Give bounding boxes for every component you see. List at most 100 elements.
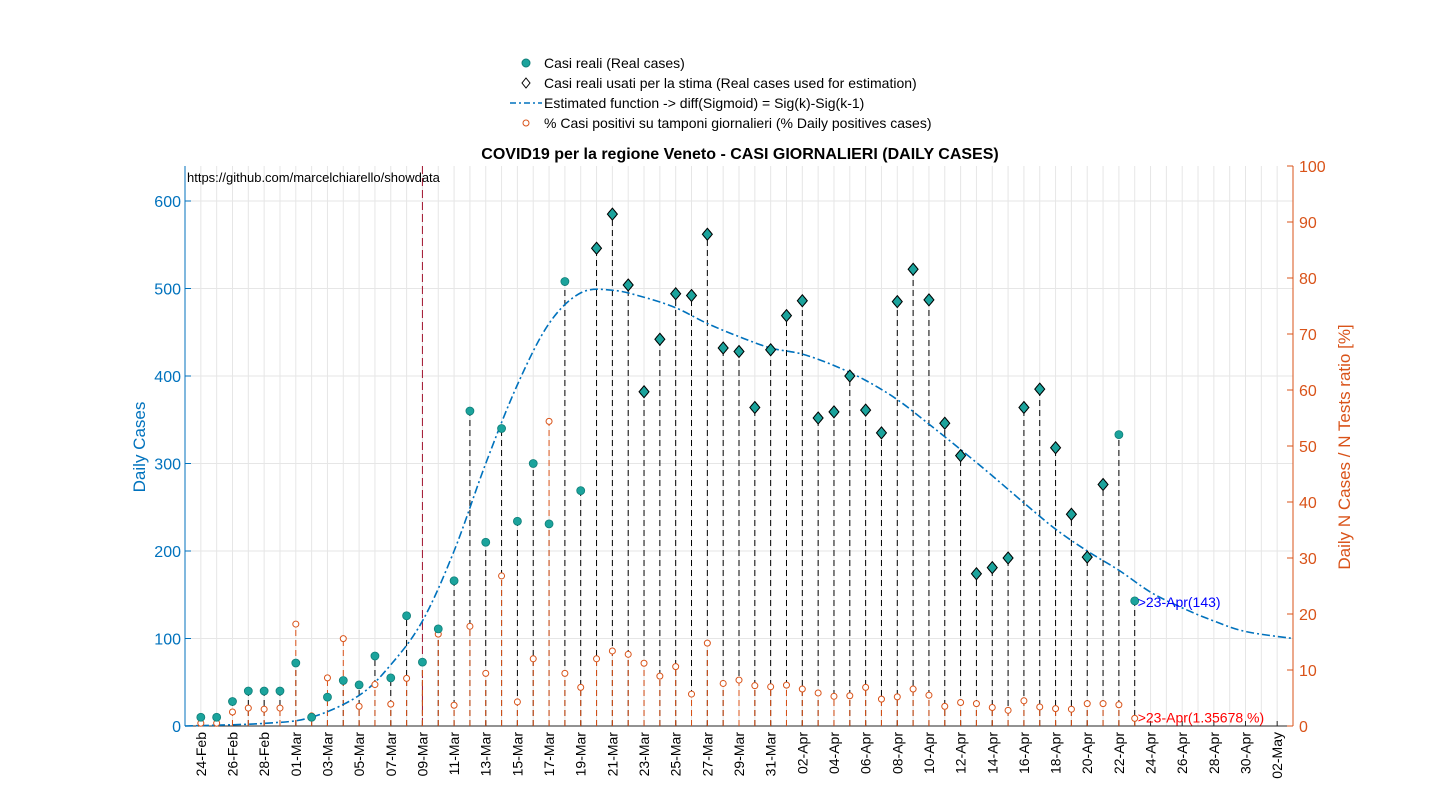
used-case-point <box>622 278 634 292</box>
ratio-point <box>972 700 980 708</box>
case-point <box>402 611 412 621</box>
ratio-point <box>1052 705 1060 713</box>
ratio-point <box>355 702 363 710</box>
legend: Casi reali (Real cases) Casi reali usati … <box>510 55 931 131</box>
case-point <box>196 712 206 722</box>
used-case-point <box>685 288 698 303</box>
used-case-point <box>939 416 951 431</box>
case-point <box>338 676 348 685</box>
used-case-point <box>654 332 666 347</box>
case-point <box>418 657 427 667</box>
ratio-point <box>1020 697 1028 705</box>
used-case-point <box>844 369 856 383</box>
used-case-point <box>859 403 872 417</box>
ratio-point <box>292 620 300 628</box>
x-tick-label: 22-Apr <box>1111 732 1127 774</box>
case-point <box>323 692 332 702</box>
ratio-point <box>877 695 885 703</box>
ratio-point <box>323 674 331 682</box>
case-point <box>465 406 475 416</box>
used-case-point <box>986 560 998 575</box>
used-case-point <box>796 293 808 308</box>
legend-label: % Casi positivi su tamponi giornalieri (… <box>544 115 931 131</box>
ratio-point <box>798 685 806 693</box>
x-tick-label: 07-Mar <box>383 732 399 777</box>
ratio-point <box>862 683 870 691</box>
ratio-point <box>482 669 490 677</box>
ratio-point <box>957 698 965 706</box>
x-tick-label: 13-Mar <box>478 732 494 777</box>
x-tick-label: 05-Mar <box>351 732 367 777</box>
ratio-point <box>1083 700 1091 708</box>
ratio-point <box>260 705 268 713</box>
used-case-point <box>638 384 650 399</box>
ratio-point <box>751 682 759 690</box>
ratio-point <box>624 650 632 658</box>
x-tick-label: 14-Apr <box>984 732 1000 774</box>
x-tick-label: 26-Feb <box>224 732 240 777</box>
used-case-point <box>875 426 888 440</box>
y-tick-label-left: 100 <box>154 632 181 649</box>
used-case-point <box>1081 550 1093 564</box>
case-point <box>576 486 586 496</box>
y-tick-label-right: 60 <box>1299 383 1317 400</box>
legend-marker-ratio <box>522 119 530 127</box>
case-point <box>307 712 317 722</box>
x-tick-label: 17-Mar <box>541 732 557 777</box>
ratio-point <box>1067 705 1075 713</box>
x-tick-label: 09-Mar <box>414 732 430 777</box>
used-case-point <box>670 286 682 301</box>
used-case-point <box>701 227 713 242</box>
ratio-point <box>513 698 521 706</box>
used-case-point <box>812 411 824 425</box>
y-tick-label-left: 500 <box>154 282 181 299</box>
used-case-point <box>765 342 777 357</box>
ratio-point <box>830 692 838 700</box>
case-point <box>497 424 506 433</box>
x-tick-label: 28-Feb <box>256 732 272 777</box>
y-tick-label-left: 200 <box>154 544 181 561</box>
y-tick-label-right: 50 <box>1299 439 1317 456</box>
case-point <box>433 624 443 634</box>
ratio-point <box>656 672 664 680</box>
x-tick-label: 29-Mar <box>731 732 747 777</box>
x-tick-label: 31-Mar <box>763 732 779 777</box>
ratio-point <box>577 683 585 691</box>
ratio-point <box>593 655 601 663</box>
x-tick-label: 04-Apr <box>826 732 842 774</box>
chart-title: COVID19 per la regione Veneto - CASI GIO… <box>481 146 998 163</box>
estimated-curve-layer <box>184 288 1294 727</box>
ratio-point <box>276 704 284 712</box>
case-point <box>560 277 570 286</box>
used-case-point <box>606 207 619 221</box>
ratio-point <box>988 704 996 712</box>
x-tick-label: 19-Mar <box>573 732 589 777</box>
x-tick-label: 08-Apr <box>889 732 905 774</box>
x-tick-label: 11-Mar <box>446 732 462 776</box>
x-tick-label: 02-May <box>1269 732 1285 779</box>
x-tick-label: 12-Apr <box>953 732 969 774</box>
ratio-point <box>925 691 933 699</box>
legend-marker-real-cases <box>521 58 531 68</box>
y-tick-label-right: 80 <box>1299 271 1317 288</box>
x-tick-label: 24-Feb <box>193 732 209 777</box>
ratio-point <box>640 659 648 667</box>
case-point <box>370 651 380 661</box>
x-tick-label: 03-Mar <box>319 732 335 777</box>
case-point <box>481 537 491 547</box>
used-case-point <box>749 400 761 415</box>
used-case-point <box>1065 507 1078 522</box>
last-ratio-annotation: >23-Apr(1.35678 %) <box>1138 709 1264 725</box>
ratio-point <box>561 669 569 677</box>
ratio-point <box>1099 700 1107 708</box>
used-case-point <box>1049 440 1062 455</box>
used-case-point <box>954 448 967 463</box>
x-tick-label: 01-Mar <box>288 732 304 777</box>
y-tick-label-right: 70 <box>1299 327 1317 344</box>
x-tick-label: 20-Apr <box>1079 732 1095 774</box>
ratio-point <box>767 683 775 691</box>
y-tick-label-right: 90 <box>1299 215 1317 232</box>
case-point <box>386 673 396 683</box>
used-case-point <box>923 293 935 307</box>
